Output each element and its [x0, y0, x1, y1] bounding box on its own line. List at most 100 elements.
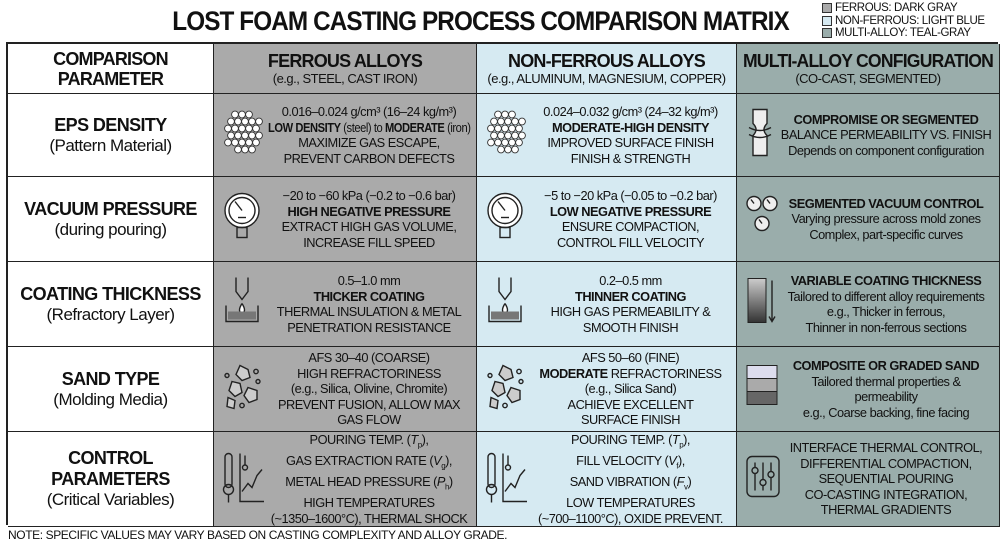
header-parameter: COMPARISON PARAMETER [8, 44, 214, 94]
text-segment: permeability [854, 389, 919, 404]
cell-text-line: INTERFACE THERMAL CONTROL, [790, 440, 983, 456]
legend-swatch [822, 15, 832, 26]
text-segment: (iron) [444, 119, 471, 135]
text-segment: SMOOTH FINISH [582, 319, 679, 335]
cell-text-line: SURFACE FINISH [581, 412, 680, 428]
cell-text-line: Depends on component configuration [788, 143, 984, 159]
text-segment: THICKER COATING [313, 288, 425, 304]
non-ferrous-cell: AFS 50–60 (FINE) MODERATE REFRACTORINESS(… [477, 347, 737, 432]
cell-text-line: COMPROMISE OR SEGMENTED [794, 112, 979, 128]
text-segment: LOW DENSITY [267, 119, 341, 135]
text-segment: ), [683, 431, 690, 447]
text-segment: −20 to −60 kPa (−0.2 to −0.6 bar) [282, 188, 456, 203]
text-segment: HIGH REFRACTORINESS [297, 365, 441, 381]
parameter-cell: EPS DENSITY (Pattern Material) [8, 94, 214, 177]
text-segment: (steel) to [340, 119, 385, 135]
text-segment: Thinner in non-ferrous sections [805, 319, 967, 335]
text-segment: BALANCE PERMEABILITY VS. FINISH [780, 127, 992, 143]
cell-text-line: GAS EXTRACTION RATE (Vg), [286, 453, 452, 474]
cell-text-line: SEGMENTED VACUUM CONTROL [789, 196, 984, 212]
ferrous-cell: 0.016–0.024 g/cm³ (16–24 kg/m³) LOW DENSI… [214, 94, 477, 177]
cell-text-line: Complex, part-specific curves [809, 227, 963, 243]
cell-text-line: HIGH GAS PERMEABILITY & [551, 304, 711, 320]
cell-text-line: (e.g., Silica, Olivine, Chromite) [291, 381, 448, 397]
header-subtitle: (e.g., ALUMINUM, MAGNESIUM, COPPER) [487, 70, 726, 86]
cell-text-line: VARIABLE COATING THICKNESS [791, 273, 982, 289]
text-segment: POURING TEMP. ( [571, 431, 672, 447]
header-ferrous: FERROUS ALLOYS (e.g., STEEL, CAST IRON) [214, 44, 477, 94]
text-segment: 0.024–0.032 g/cm³ (24–32 kg/m³) [543, 104, 718, 119]
cell-text-line: PREVENT CARBON DEFECTS [284, 151, 455, 167]
multi-alloy-cell: VARIABLE COATING THICKNESS Tailored to di… [737, 262, 1000, 347]
cell-text-line: POURING TEMP. (Tp), [310, 432, 429, 453]
text-segment: DIFFERENTIAL COMPACTION, [800, 455, 972, 471]
text-segment: PENETRATION RESISTANCE [287, 319, 451, 335]
cell-text-line: THERMAL INSULATION & METAL [276, 304, 462, 320]
non-ferrous-cell: −5 to −20 kPa (−0.05 to −0.2 bar) LOW NEG… [477, 177, 737, 262]
text-segment: ) [687, 474, 692, 490]
text-segment: 0.5–1.0 mm [337, 273, 401, 288]
text-segment: (~1350–1600°C), THERMAL SHOCK [270, 510, 468, 526]
non-ferrous-cell: 0.024–0.032 g/cm³ (24–32 kg/m³) MODERATE-… [477, 94, 737, 177]
legend-swatch [822, 28, 832, 39]
legend-swatch [822, 3, 832, 14]
text-segment: ENSURE COMPACTION, [561, 219, 700, 234]
text-segment: −5 to −20 kPa (−0.05 to −0.2 bar) [544, 188, 717, 203]
parameter-cell: VACUUM PRESSURE (during pouring) [8, 177, 214, 262]
parameter-subtitle: (Refractory Layer) [46, 304, 175, 324]
legend-item-ferrous: FERROUS: DARK GRAY [822, 2, 985, 15]
parameter-subtitle: (during pouring) [54, 219, 167, 239]
text-segment: COMPROMISE OR SEGMENTED [793, 111, 979, 127]
cell-text-line: HIGH TEMPERATURES [303, 495, 435, 511]
text-segment: SAND VIBRATION ( [569, 474, 677, 490]
foam-beads-icon [485, 110, 529, 161]
text-segment: V [433, 452, 442, 468]
comparison-matrix: COMPARISON PARAMETER FERROUS ALLOYS (e.g.… [6, 42, 1000, 527]
parameter-cell: CONTROL PARAMETERS (Critical Variables) [8, 432, 214, 527]
cell-text-line: (~700–1100°C), OXIDE PREVENT. [538, 511, 723, 527]
text-segment: T [410, 431, 418, 447]
cell-text-line: Thinner in non-ferrous sections [806, 320, 967, 336]
cell-text-line: CO-CASTING INTEGRATION, [805, 487, 968, 503]
text-segment: ), [678, 452, 685, 468]
parameter-cell: COATING THICKNESS (Refractory Layer) [8, 262, 214, 347]
text-segment: p [679, 440, 684, 450]
text-segment: p [417, 440, 422, 450]
text-segment: FINISH & STRENGTH [570, 150, 691, 166]
header-non-ferrous: NON-FERROUS ALLOYS (e.g., ALUMINUM, MAGNE… [477, 44, 737, 94]
page-title: LOST FOAM CASTING PROCESS COMPARISON MAT… [171, 6, 789, 36]
cell-text-line: Varying pressure across mold zones [791, 211, 981, 227]
cell-text-line: GAS FLOW [337, 412, 401, 428]
text-segment: SEGMENTED VACUUM CONTROL [788, 195, 984, 211]
cell-text-line: MODERATE-HIGH DENSITY [552, 120, 710, 136]
parameter-cell: SAND TYPE (Molding Media) [8, 347, 214, 432]
header-title: NON-FERROUS ALLOYS [508, 50, 706, 71]
text-segment: f [676, 461, 679, 471]
cell-text-line: 0.2–0.5 mm [599, 273, 662, 289]
thermometer-chart-icon [485, 450, 529, 509]
legend-item-non-ferrous: NON-FERROUS: LIGHT BLUE [822, 15, 985, 28]
text-segment: h [444, 482, 449, 492]
cell-text-line: POURING TEMP. (Tp), [571, 432, 690, 453]
cell-text-line: LOW TEMPERATURES [566, 495, 695, 511]
non-ferrous-cell: 0.2–0.5 mm THINNER COATING HIGH GAS PERMEA… [477, 262, 737, 347]
text-segment: Varying pressure across mold zones [791, 211, 981, 227]
text-segment: HIGH NEGATIVE PRESSURE [287, 203, 451, 219]
text-segment: MAXIMIZE GAS ESCAPE, [298, 135, 440, 150]
cell-text-line: e.g., Thicker in ferrous, [827, 304, 946, 320]
header-title: FERROUS ALLOYS [267, 50, 423, 71]
parameter-name: SAND TYPE [61, 368, 160, 389]
header-subtitle: (e.g., STEEL, CAST IRON) [272, 70, 418, 86]
text-segment: THERMAL INSULATION & METAL [276, 304, 462, 319]
title-area: LOST FOAM CASTING PROCESS COMPARISON MAT… [150, 6, 810, 40]
text-segment: v [684, 482, 688, 492]
text-segment: HIGH GAS PERMEABILITY & [550, 304, 711, 319]
cell-text-line: −5 to −20 kPa (−0.05 to −0.2 bar) [544, 188, 717, 204]
text-segment: SEQUENTIAL POURING [818, 471, 954, 487]
cell-text-line: PENETRATION RESISTANCE [287, 319, 451, 336]
cell-text-line: INCREASE FILL SPEED [303, 235, 435, 251]
cell-text-line: LOW NEGATIVE PRESSURE [550, 204, 712, 220]
cell-text-line: permeability [854, 389, 919, 405]
text-segment: g [441, 461, 446, 471]
text-segment: VARIABLE COATING THICKNESS [790, 273, 982, 288]
